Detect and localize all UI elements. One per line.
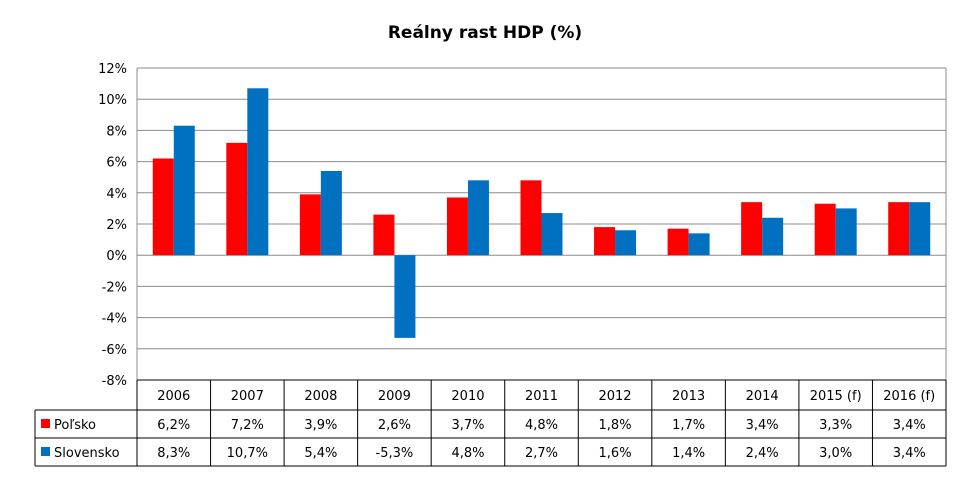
data-label: 3,0% (819, 446, 852, 461)
x-tick-label: 2010 (451, 389, 484, 404)
x-tick-label: 2013 (672, 389, 705, 404)
data-label: 3,7% (451, 418, 484, 433)
bar-polsko (152, 158, 174, 256)
y-tick-label: 0% (106, 249, 127, 264)
y-tick-label: -4% (102, 312, 127, 327)
data-table: 2006 2007 2008 2009 2010 2011 2012 2013 2014 2015… (34, 379, 947, 467)
bar-polsko (888, 202, 910, 256)
data-label: 3,4% (893, 446, 926, 461)
bar-polsko (741, 202, 763, 256)
data-label: 1,8% (599, 418, 632, 433)
bar-polsko (446, 197, 468, 256)
data-label: 4,8% (525, 418, 558, 433)
data-label: 2,7% (525, 446, 558, 461)
bar-slovensko (615, 230, 637, 256)
bar-polsko (299, 194, 321, 256)
x-tick-label: 2014 (746, 389, 779, 404)
chart-title: Reálny rast HDP (%) (388, 23, 582, 43)
x-tick-label: 2007 (231, 389, 264, 404)
bar-polsko (667, 228, 689, 256)
data-label: 2,6% (378, 418, 411, 433)
y-tick-label: -2% (102, 280, 127, 295)
data-label: 4,8% (451, 446, 484, 461)
bar-polsko (520, 180, 542, 256)
bar-slovensko (762, 217, 784, 256)
data-label: 3,9% (304, 418, 337, 433)
data-label: -5,3% (376, 446, 414, 461)
y-tick-label: 2% (106, 218, 127, 233)
data-label: 8,3% (157, 446, 190, 461)
data-label: 6,2% (157, 418, 190, 433)
x-tick-label: 2009 (378, 389, 411, 404)
y-tick-label: 4% (106, 187, 127, 202)
y-tick-label: -8% (102, 374, 127, 389)
bar-slovensko (541, 213, 563, 256)
y-tick-label: -6% (102, 343, 127, 358)
bar-polsko (814, 203, 836, 256)
bar-slovensko (394, 255, 416, 338)
data-label: 1,7% (672, 418, 705, 433)
bar-polsko (373, 214, 395, 256)
legend-swatch (41, 447, 50, 456)
data-label: 3,4% (746, 418, 779, 433)
y-tick-label: 6% (106, 156, 127, 171)
data-label: 3,3% (819, 418, 852, 433)
y-tick-label: 12% (98, 62, 127, 77)
bar-slovensko (247, 88, 269, 256)
x-tick-label: 2012 (598, 389, 631, 404)
bar-slovensko (467, 180, 489, 256)
legend-label: Poľsko (54, 418, 96, 433)
bar-polsko (226, 142, 248, 256)
legend-swatch (41, 419, 50, 428)
y-tick-label: 10% (98, 93, 127, 108)
x-tick-label: 2008 (304, 389, 337, 404)
data-label: 1,6% (599, 446, 632, 461)
data-label: 7,2% (231, 418, 264, 433)
legend-label: Slovensko (54, 446, 120, 461)
bar-slovensko (320, 170, 342, 256)
data-label: 2,4% (746, 446, 779, 461)
data-label: 5,4% (304, 446, 337, 461)
x-tick-label: 2006 (157, 389, 190, 404)
bar-slovensko (909, 202, 931, 256)
y-tick-label: 8% (106, 124, 127, 139)
bar-polsko (594, 227, 616, 256)
data-label: 3,4% (893, 418, 926, 433)
bar-slovensko (173, 125, 195, 256)
data-label: 10,7% (227, 446, 268, 461)
bars (152, 88, 931, 338)
x-tick-label: 2011 (525, 389, 558, 404)
y-axis-ticks: 12% 10% 8% 6% 4% 2% 0% -2% -4% -6% -8% (98, 62, 127, 389)
bar-slovensko (688, 233, 710, 256)
x-tick-label: 2016 (f) (883, 389, 935, 404)
x-tick-label: 2015 (f) (810, 389, 862, 404)
bar-slovensko (835, 208, 857, 256)
data-label: 1,4% (672, 446, 705, 461)
